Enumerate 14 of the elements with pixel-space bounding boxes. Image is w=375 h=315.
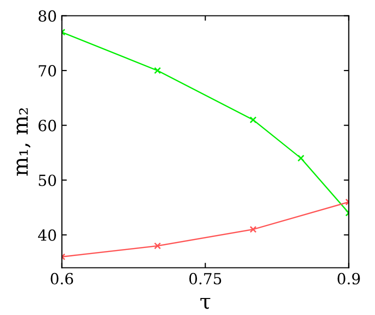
point — [250, 116, 257, 124]
x-tick-label: 0.9 — [338, 272, 360, 284]
y-axis-title: m₁, m₂ — [16, 108, 31, 176]
point — [154, 67, 161, 74]
y-tick-label: 70 — [38, 65, 56, 77]
point — [297, 154, 304, 162]
point — [154, 242, 161, 250]
x-axis-title: τ — [200, 298, 210, 309]
x-tick-label: 0.6 — [50, 272, 74, 284]
y-tick-label: 50 — [38, 174, 56, 186]
x-tick-label: 0.75 — [189, 272, 222, 284]
y-tick-label: 40 — [38, 229, 56, 241]
y-tick-label: 80 — [38, 10, 56, 22]
y-tick-label: 60 — [38, 120, 56, 132]
